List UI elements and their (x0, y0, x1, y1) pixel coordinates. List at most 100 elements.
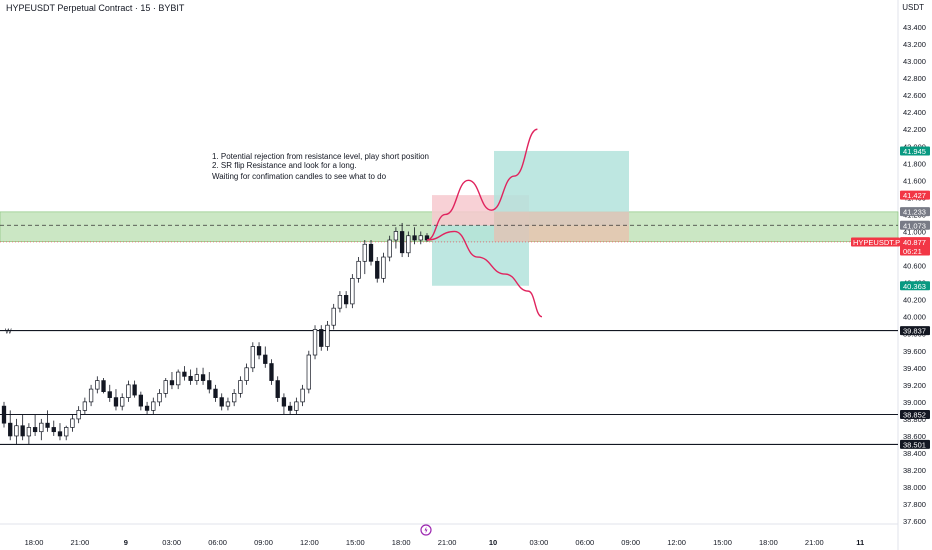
candle[interactable] (163, 380, 168, 394)
candle[interactable] (57, 431, 63, 437)
candle[interactable] (244, 367, 249, 381)
candle[interactable] (39, 422, 44, 433)
tradingview-logo-icon[interactable] (420, 524, 432, 536)
x-tick-label: 21:00 (805, 538, 824, 547)
candle[interactable] (126, 384, 131, 398)
candle[interactable] (157, 393, 162, 403)
candle[interactable] (26, 427, 32, 437)
candle[interactable] (393, 231, 399, 241)
x-tick-label: 15:00 (346, 538, 365, 547)
candle[interactable] (132, 384, 137, 396)
price-tag-value: 41.233 (903, 208, 926, 217)
candle[interactable] (70, 418, 75, 428)
candle[interactable] (32, 427, 38, 433)
candle[interactable] (381, 256, 386, 279)
candle[interactable] (300, 388, 305, 403)
candle[interactable] (256, 346, 262, 356)
price-tag[interactable] (900, 439, 930, 449)
candle[interactable] (120, 397, 125, 407)
price-tag[interactable] (900, 237, 930, 256)
candle[interactable] (362, 243, 367, 262)
candle[interactable] (176, 371, 181, 386)
candle[interactable] (281, 397, 287, 407)
price-tag[interactable] (900, 281, 930, 291)
candle[interactable] (368, 243, 374, 262)
price-tag[interactable] (900, 207, 930, 217)
candle[interactable] (107, 391, 112, 398)
candle[interactable] (418, 235, 423, 241)
annotation-line-2: 2. SR flip Resistance and look for a lon… (212, 161, 357, 170)
candle[interactable] (331, 307, 336, 326)
symbol-title[interactable]: HYPEUSDT Perpetual Contract · 15 · BYBIT (6, 3, 185, 13)
candle[interactable] (399, 231, 405, 254)
candle[interactable] (207, 380, 212, 390)
candle[interactable] (113, 397, 119, 407)
candle[interactable] (319, 329, 324, 347)
candle[interactable] (88, 388, 94, 403)
y-tick-label: 40.600 (903, 262, 926, 271)
candle[interactable] (138, 394, 144, 407)
x-tick-label: 11 (856, 538, 864, 547)
candle[interactable] (232, 393, 237, 403)
candle[interactable] (343, 295, 349, 305)
projected-path[interactable] (426, 128, 538, 241)
candle[interactable] (263, 354, 268, 364)
x-tick-label: 18:00 (759, 538, 778, 547)
candle[interactable] (269, 363, 274, 381)
price-tag[interactable] (900, 190, 930, 200)
x-tick-label: 03:00 (530, 538, 549, 547)
candle[interactable] (151, 401, 156, 411)
price-tag[interactable] (900, 146, 930, 156)
candle[interactable] (375, 260, 380, 279)
candle[interactable] (188, 375, 193, 381)
candle[interactable] (306, 354, 311, 390)
price-tag[interactable] (900, 326, 930, 336)
candle[interactable] (337, 295, 343, 309)
price-tag[interactable] (900, 220, 930, 230)
candle[interactable] (14, 425, 19, 437)
candle[interactable] (1, 405, 7, 424)
candle[interactable] (213, 388, 218, 398)
candle[interactable] (200, 374, 206, 381)
candle[interactable] (312, 329, 318, 356)
candle[interactable] (294, 401, 299, 411)
y-tick-label: 38.800 (903, 415, 926, 424)
candle[interactable] (412, 235, 417, 241)
candle[interactable] (95, 380, 100, 390)
candle[interactable] (387, 239, 392, 258)
price-tag-countdown: 06:21 (903, 247, 922, 256)
x-tick-label: 15:00 (713, 538, 732, 547)
candle[interactable] (45, 422, 50, 428)
candle[interactable] (8, 422, 13, 437)
currency-label: USDT (902, 3, 924, 12)
candle[interactable] (287, 405, 293, 411)
symbol-tag[interactable] (851, 237, 900, 247)
candle[interactable] (356, 260, 361, 279)
y-tick-label: 39.600 (903, 347, 926, 356)
candle[interactable] (238, 380, 243, 394)
candle[interactable] (219, 397, 224, 407)
candle[interactable] (225, 401, 231, 407)
candle[interactable] (101, 380, 106, 393)
candle[interactable] (275, 380, 280, 398)
y-tick-label: 42.400 (903, 108, 926, 117)
candle[interactable] (144, 405, 150, 411)
candle[interactable] (194, 374, 199, 381)
candle[interactable] (51, 427, 56, 433)
candle[interactable] (350, 277, 355, 305)
projected-path[interactable] (426, 230, 543, 318)
candle[interactable] (20, 425, 25, 437)
candle[interactable] (76, 410, 81, 420)
candle[interactable] (64, 427, 69, 437)
candle[interactable] (325, 324, 330, 347)
y-tick-label: 38.600 (903, 432, 926, 441)
y-tick-label: 43.200 (903, 40, 926, 49)
candle[interactable] (182, 371, 187, 377)
candle[interactable] (169, 380, 175, 386)
price-tag[interactable] (900, 409, 930, 419)
candle[interactable] (82, 401, 88, 411)
candle[interactable] (406, 235, 411, 254)
zone-long-stop[interactable] (494, 211, 629, 242)
candle[interactable] (250, 346, 255, 369)
